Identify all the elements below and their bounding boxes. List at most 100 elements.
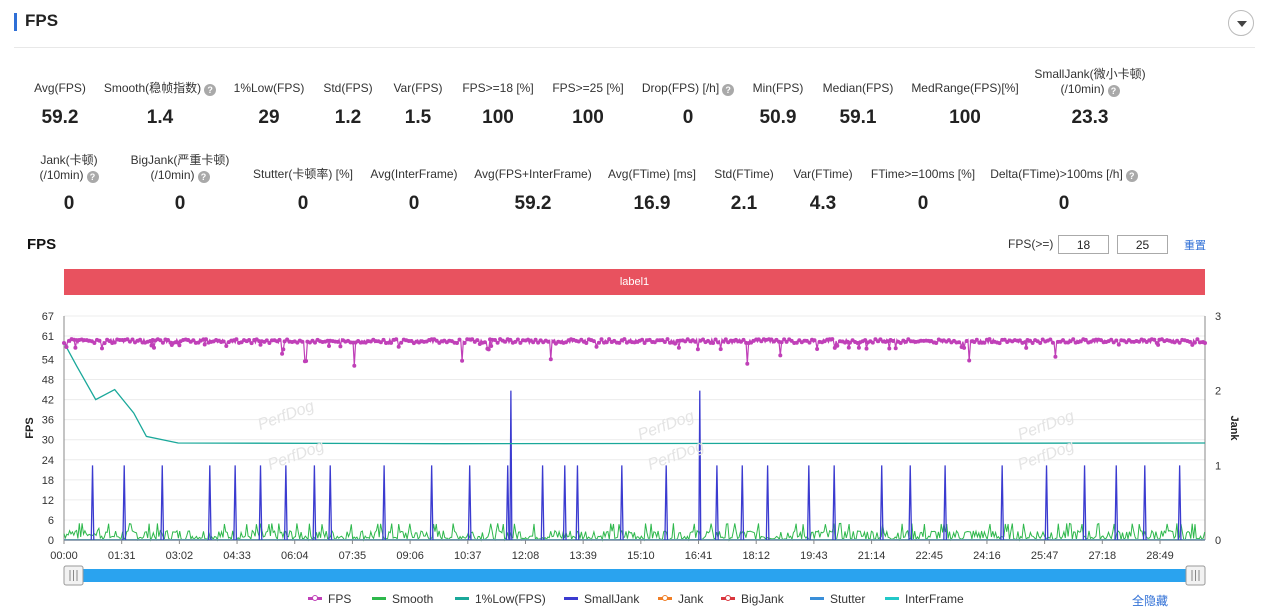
- y-tick-label: 61: [42, 331, 54, 343]
- fps-point: [1109, 337, 1114, 342]
- fps-point: [327, 344, 331, 348]
- smalljank-spike: [908, 465, 913, 541]
- fps-point: [486, 347, 491, 352]
- x-tick-label: 04:33: [223, 550, 251, 562]
- smalljank-spike: [540, 465, 545, 541]
- fps-point: [281, 347, 286, 352]
- y-tick-label: 24: [42, 455, 54, 467]
- metric-label-unit: (/10min): [150, 168, 195, 182]
- fps-point: [835, 343, 840, 348]
- y-tick-label: 54: [42, 354, 54, 366]
- fps-point: [863, 338, 868, 343]
- metric-label: FTime>=100ms [%]: [870, 167, 976, 181]
- metric-fps-25: FPS>=25 [%] 100: [503, 81, 673, 141]
- fps-point: [997, 341, 1002, 346]
- metric-std-ftime: Std(FTime) 2.1: [659, 167, 829, 227]
- fps-point: [158, 338, 163, 343]
- x-tick-label: 24:16: [973, 550, 1001, 562]
- metric-label: MedRange(FPS)[%]: [911, 81, 1019, 95]
- threshold-input-1[interactable]: [1058, 235, 1109, 254]
- fps-point: [676, 345, 681, 350]
- legend-swatch-icon: [455, 597, 469, 600]
- smalljank-spike: [1177, 465, 1182, 541]
- fps-point: [64, 345, 69, 349]
- x-tick-label: 03:02: [166, 550, 194, 562]
- legend-label: InterFrame: [905, 592, 964, 606]
- legend-swatch-icon: [721, 595, 735, 601]
- help-icon[interactable]: ?: [1107, 85, 1120, 97]
- y-tick-label: 12: [42, 495, 54, 507]
- fps-point: [399, 340, 404, 345]
- metric-jank: Jank(卡顿) (/10min)? 0: [0, 153, 154, 214]
- watermark-text: PerfDog: [256, 398, 317, 434]
- fps-point: [300, 339, 305, 344]
- smalljank-spike: [806, 465, 811, 541]
- metric-stutter: Stutter(卡顿率) [%] 0: [218, 167, 388, 227]
- fps-point: [73, 345, 78, 350]
- fps-point: [812, 338, 817, 343]
- fps-point: [234, 337, 239, 342]
- fps-point: [1203, 341, 1207, 345]
- hide-all-button[interactable]: 全隐藏: [1132, 594, 1169, 608]
- fps-point: [597, 340, 601, 345]
- fps-point: [531, 340, 536, 345]
- segment-label-bar[interactable]: label1: [64, 269, 1205, 295]
- fps-point: [508, 337, 513, 342]
- metric-label: 1%Low(FPS): [233, 81, 305, 95]
- fps-point: [503, 339, 508, 344]
- metric-label: Delta(FTime)>100ms [/h]: [990, 167, 1123, 181]
- fps-point: [202, 342, 207, 347]
- smalljank-spike: [382, 465, 387, 541]
- x-tick-label: 00:00: [50, 550, 78, 562]
- metric-label: Var(FTime): [793, 167, 853, 181]
- fps-point: [864, 346, 869, 351]
- fps-point: [389, 340, 394, 345]
- fps-point: [130, 337, 135, 342]
- x-tick-label: 06:04: [281, 550, 309, 562]
- fps-point: [591, 339, 596, 344]
- x-tick-label: 07:35: [339, 550, 367, 562]
- fps-point: [258, 342, 263, 347]
- help-icon[interactable]: ?: [722, 84, 735, 96]
- fps-point: [513, 339, 518, 344]
- reset-button[interactable]: 重置: [1184, 240, 1206, 252]
- legend-label: 1%Low(FPS): [475, 592, 546, 606]
- legend-swatch-icon: [885, 597, 899, 600]
- fps-point: [352, 363, 357, 368]
- fps-point: [493, 338, 497, 342]
- metric-label: Avg(FPS): [34, 81, 86, 95]
- fps-point: [745, 361, 750, 366]
- help-icon[interactable]: ?: [86, 171, 99, 183]
- panel-title: FPS: [25, 11, 59, 30]
- smalljank-spike: [233, 465, 238, 541]
- metric-label: Std(FTime): [714, 167, 774, 181]
- x-tick-label: 15:10: [627, 550, 655, 562]
- x-tick-label: 28:49: [1146, 550, 1174, 562]
- help-icon[interactable]: ?: [1125, 170, 1138, 182]
- y-tick-label: 36: [42, 415, 54, 427]
- metric-avg-ftime-ms: Avg(FTime) [ms] 16.9: [567, 167, 737, 227]
- fps-point: [304, 359, 309, 363]
- smooth-series-line: [63, 522, 1206, 542]
- threshold-input-2[interactable]: [1117, 235, 1168, 254]
- metric-medrange-fps: MedRange(FPS)[%] 100: [880, 81, 1050, 141]
- collapse-chevron-icon[interactable]: [1228, 10, 1254, 36]
- fps-point: [891, 339, 896, 343]
- fps-point: [160, 340, 165, 345]
- smalljank-spike: [328, 465, 333, 541]
- y-tick-label: 18: [42, 475, 54, 487]
- x-tick-label: 10:37: [454, 550, 482, 562]
- metric-median-fps: Median(FPS) 59.1: [773, 81, 943, 141]
- x-tick-label: 01:31: [108, 550, 136, 562]
- legend-label: FPS: [328, 592, 352, 606]
- help-icon[interactable]: ?: [204, 84, 217, 96]
- fps-point: [982, 340, 987, 345]
- fps-point: [846, 345, 851, 350]
- fps-point: [381, 337, 386, 342]
- x-tick-label: 13:39: [569, 550, 597, 562]
- metric-value: 100: [949, 107, 981, 128]
- fps-point: [1017, 338, 1022, 343]
- help-icon[interactable]: ?: [197, 171, 210, 183]
- chart-title: FPS: [27, 236, 57, 253]
